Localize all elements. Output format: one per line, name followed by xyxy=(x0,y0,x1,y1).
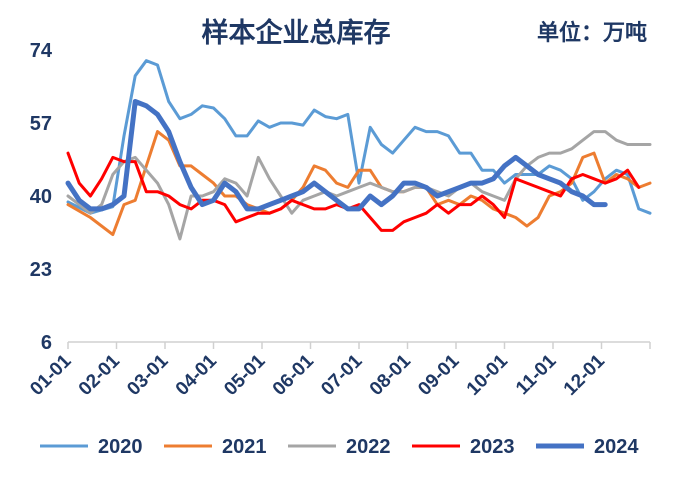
series-line-2020 xyxy=(66,59,652,215)
x-tick-label: 12-01 xyxy=(560,350,610,400)
x-tick-label: 07-01 xyxy=(317,350,367,400)
x-tick-label: 08-01 xyxy=(366,350,416,400)
series-line-2024 xyxy=(65,99,608,212)
x-tick-label: 05-01 xyxy=(220,350,270,400)
x-axis: 01-01 02-01 03-01 04-01 05-01 06-01 07-01 08-01… xyxy=(26,341,651,400)
y-tick-label: 40 xyxy=(30,186,52,208)
y-tick-label: 23 xyxy=(30,259,52,281)
x-tick-label: 03-01 xyxy=(123,350,173,400)
series-line-2023 xyxy=(66,151,641,232)
legend: 2020 2021 2022 2023 2024 xyxy=(40,436,639,458)
y-tick-label: 6 xyxy=(41,332,52,354)
y-axis: 6 23 40 57 74 xyxy=(30,40,53,354)
unit-label: 单位：万吨 xyxy=(537,20,647,46)
x-tick-label: 04-01 xyxy=(172,350,222,400)
chart-title: 样本企业总库存 xyxy=(202,17,391,49)
y-tick-label: 74 xyxy=(30,40,53,62)
x-tick-label: 02-01 xyxy=(75,350,125,400)
series-layer xyxy=(65,59,652,241)
legend-label-2023: 2023 xyxy=(470,436,515,458)
legend-label-2022: 2022 xyxy=(346,436,391,458)
series-line-2022 xyxy=(66,130,652,241)
legend-label-2021: 2021 xyxy=(222,436,267,458)
legend-label-2024: 2024 xyxy=(594,436,639,458)
y-tick-label: 57 xyxy=(30,113,52,135)
x-tick-label: 11-01 xyxy=(512,350,561,399)
x-tick-label: 10-01 xyxy=(463,350,513,400)
legend-label-2020: 2020 xyxy=(98,436,143,458)
x-tick-label: 01-01 xyxy=(26,350,76,400)
x-tick-label: 09-01 xyxy=(414,350,464,400)
x-tick-label: 06-01 xyxy=(269,350,319,400)
